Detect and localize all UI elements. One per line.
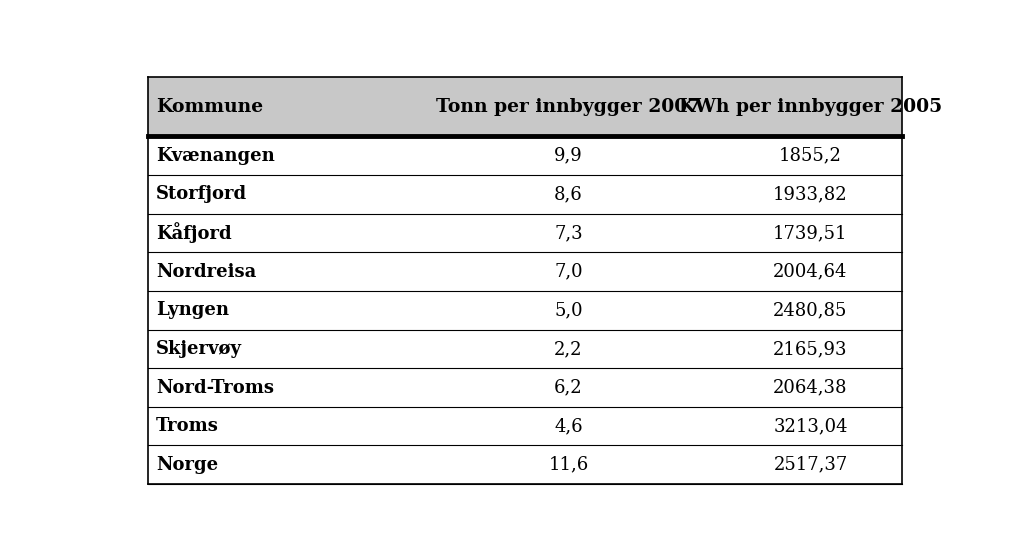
Text: 9,9: 9,9 [554, 147, 583, 165]
Text: KWh per innbygger 2005: KWh per innbygger 2005 [679, 98, 942, 116]
Text: Kommune: Kommune [156, 98, 263, 116]
Bar [147, 77, 902, 136]
Text: 2480,85: 2480,85 [773, 301, 848, 319]
Bar [147, 407, 902, 445]
Text: Troms: Troms [156, 417, 219, 435]
Bar [147, 214, 902, 252]
Text: 1855,2: 1855,2 [779, 147, 842, 165]
Text: 1739,51: 1739,51 [773, 224, 848, 242]
Text: 2064,38: 2064,38 [773, 379, 848, 396]
Text: Storfjord: Storfjord [156, 185, 247, 203]
Text: 11,6: 11,6 [548, 456, 589, 474]
Text: 2517,37: 2517,37 [773, 456, 848, 474]
Text: 2,2: 2,2 [554, 340, 583, 358]
Text: 2004,64: 2004,64 [773, 262, 848, 281]
Text: 8,6: 8,6 [554, 185, 583, 203]
Text: 7,0: 7,0 [554, 262, 583, 281]
Bar [147, 291, 902, 330]
Text: 3213,04: 3213,04 [773, 417, 848, 435]
Text: Kvænangen: Kvænangen [156, 147, 274, 165]
Text: 1933,82: 1933,82 [773, 185, 848, 203]
Text: Lyngen: Lyngen [156, 301, 228, 319]
Bar [147, 368, 902, 407]
Bar [147, 252, 902, 291]
Bar [147, 445, 902, 484]
Text: 7,3: 7,3 [554, 224, 583, 242]
Text: 6,2: 6,2 [554, 379, 583, 396]
Text: Tonn per innbygger 2007: Tonn per innbygger 2007 [436, 98, 700, 116]
Text: Skjervøy: Skjervøy [156, 340, 242, 358]
Text: Norge: Norge [156, 456, 218, 474]
Text: Nord-Troms: Nord-Troms [156, 379, 273, 396]
Text: Kåfjord: Kåfjord [156, 222, 231, 244]
Bar [147, 330, 902, 368]
Bar [147, 175, 902, 214]
Text: 5,0: 5,0 [554, 301, 583, 319]
Text: 2165,93: 2165,93 [773, 340, 848, 358]
Text: Nordreisa: Nordreisa [156, 262, 256, 281]
Text: 4,6: 4,6 [554, 417, 583, 435]
Bar [147, 136, 902, 175]
